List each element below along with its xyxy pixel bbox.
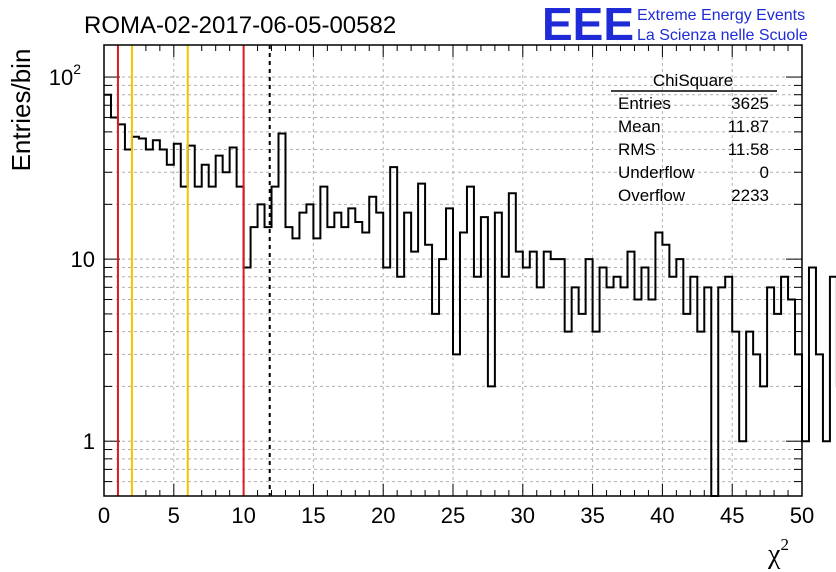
stats-value: 0 <box>760 163 769 182</box>
x-tick-label: 25 <box>441 503 465 528</box>
x-tick-label: 20 <box>371 503 395 528</box>
reference-lines <box>116 45 271 496</box>
y-axis-label: Entries/bin <box>6 49 36 172</box>
x-tick-label: 0 <box>98 503 110 528</box>
stats-label: Underflow <box>618 163 695 182</box>
x-tick-label: 5 <box>168 503 180 528</box>
logo-line-1: Extreme Energy Events <box>637 7 805 24</box>
y-tick-label: 1 <box>83 429 95 454</box>
stats-label: Mean <box>618 117 661 136</box>
x-tick-label: 15 <box>301 503 325 528</box>
x-tick-label: 10 <box>231 503 255 528</box>
chart-title: ROMA-02-2017-06-05-00582 <box>84 12 396 39</box>
x-axis-ticks: 0 5 10 15 20 25 30 35 40 45 50 <box>98 45 814 528</box>
logo-mark: EEE <box>542 0 634 50</box>
y-tick-label: 102 <box>49 61 81 90</box>
x-tick-label: 30 <box>511 503 535 528</box>
y-tick-label: 10 <box>71 247 95 272</box>
x-axis-label: χ2 <box>767 535 789 570</box>
stats-box: ChiSquare Entries 3625 Mean 11.87 RMS 11.58 Un… <box>611 71 777 205</box>
x-tick-label: 50 <box>790 503 814 528</box>
y-axis-ticks: 1 10 102 <box>49 61 802 497</box>
stats-value: 2233 <box>731 186 769 205</box>
stats-value: 3625 <box>731 94 769 113</box>
stats-label: RMS <box>618 140 656 159</box>
stats-value: 11.58 <box>728 140 769 159</box>
stats-label: Overflow <box>618 186 686 205</box>
logo-line-2: La Scienza nelle Scuole <box>637 27 808 44</box>
stats-value: 11.87 <box>728 117 769 136</box>
plot-frame <box>103 44 803 497</box>
eee-logo: EEE Extreme Energy Events La Scienza nel… <box>542 0 808 50</box>
x-tick-label: 40 <box>650 503 674 528</box>
histogram-line <box>104 93 836 497</box>
stats-title: ChiSquare <box>653 71 733 90</box>
stats-label: Entries <box>618 94 671 113</box>
x-tick-label: 45 <box>720 503 744 528</box>
x-tick-label: 35 <box>580 503 604 528</box>
